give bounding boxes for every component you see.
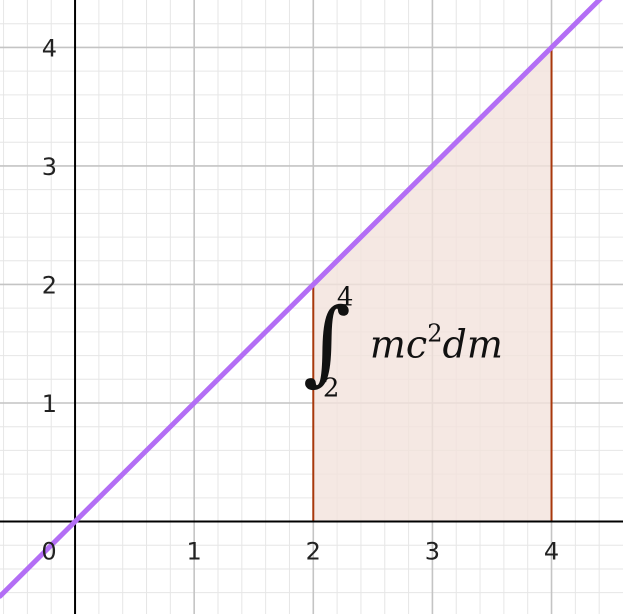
- integral-annotation: ∫ 4 2 mc2dm: [303, 283, 503, 404]
- x-tick-label: 1: [187, 538, 202, 566]
- region-fill: [313, 47, 552, 522]
- x-tick-label: 3: [425, 538, 440, 566]
- integral-expression: mc2dm: [370, 320, 503, 367]
- differential: dm: [443, 323, 503, 367]
- integrand-exponent: 2: [427, 320, 442, 348]
- integral-sign: ∫: [303, 289, 351, 396]
- x-tick-label: 2: [306, 538, 321, 566]
- series-layer: [0, 0, 603, 599]
- x-tick-label: 0: [41, 538, 56, 566]
- y-tick-label: 4: [42, 34, 57, 62]
- y-tick-label: 3: [42, 153, 57, 181]
- tick-labels: 0 1 2 3 4 1 2 3 4: [41, 34, 559, 565]
- x-tick-label: 4: [544, 538, 559, 566]
- integral-upper-limit: 4: [337, 283, 354, 313]
- y-tick-label: 1: [42, 390, 57, 418]
- series-line: [0, 0, 603, 599]
- y-tick-label: 2: [42, 271, 57, 299]
- integral-lower-limit: 2: [323, 374, 340, 404]
- integrand: mc: [370, 323, 427, 367]
